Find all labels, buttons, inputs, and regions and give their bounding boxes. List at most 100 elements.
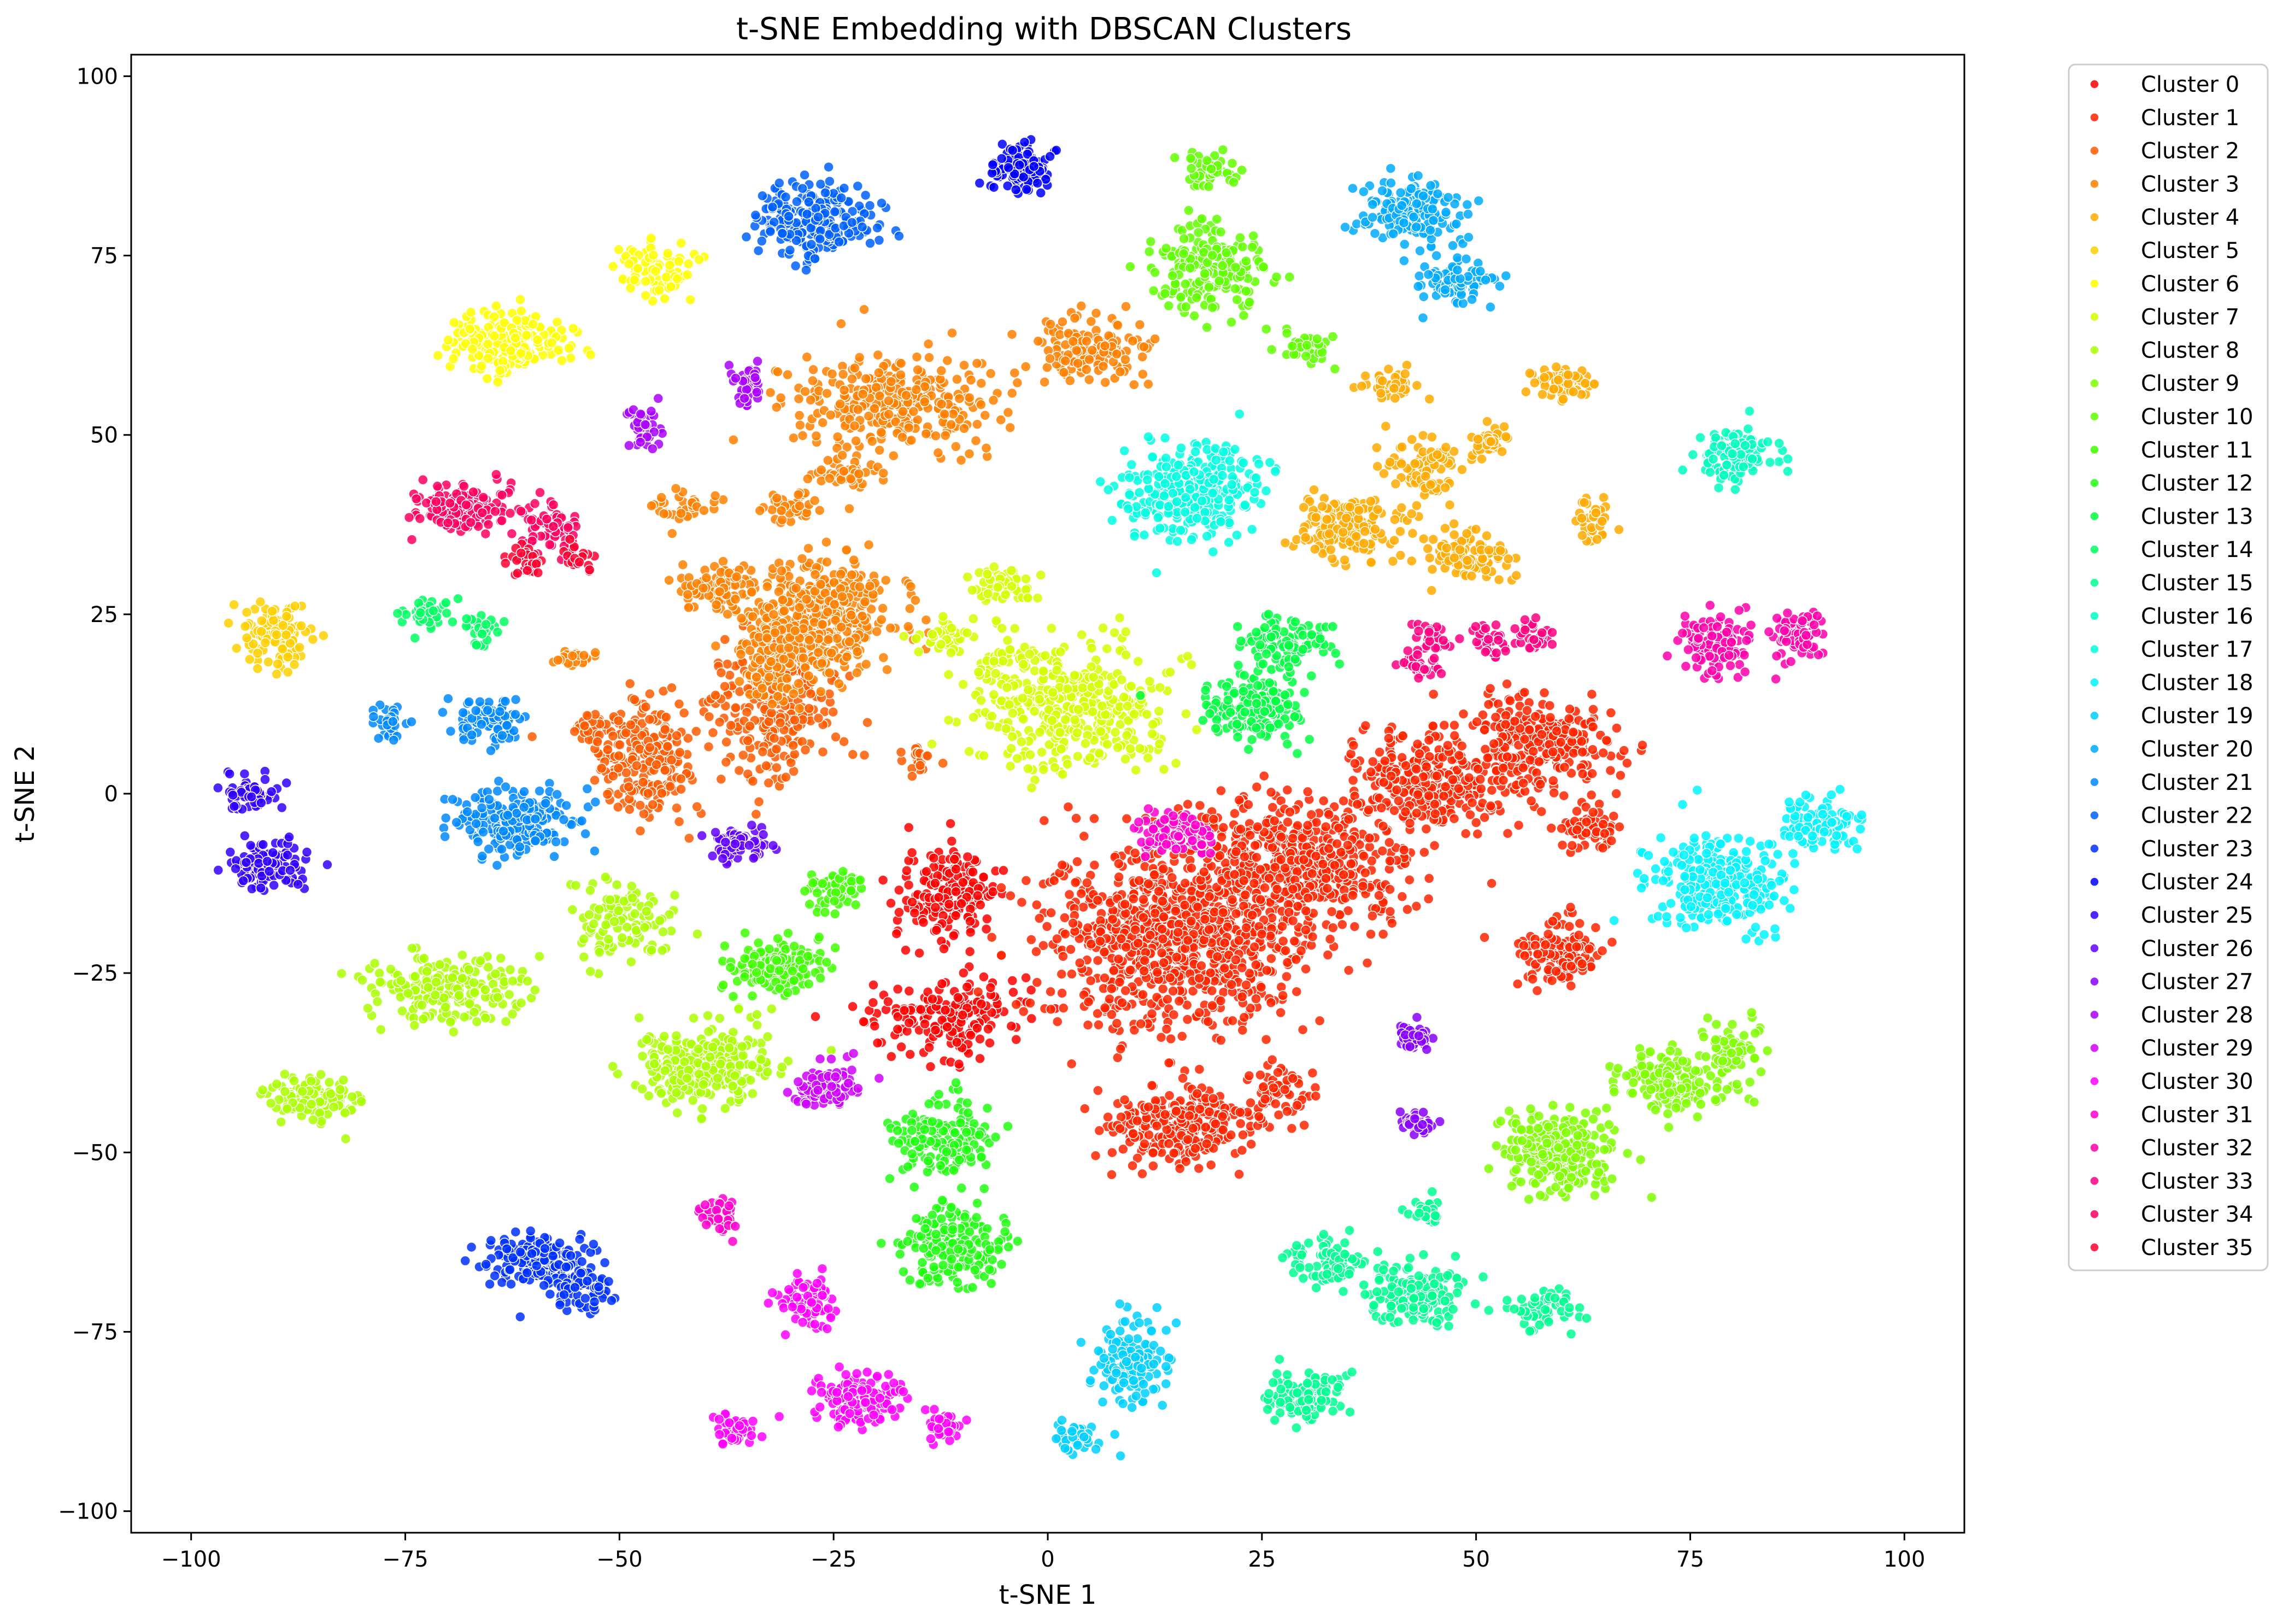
scatter-point [1547,775,1559,786]
scatter-point [1361,957,1373,969]
scatter-point [569,726,580,737]
scatter-point [1085,939,1097,949]
scatter-point [927,994,938,1005]
scatter-point [1559,761,1570,773]
scatter-point [1534,756,1545,767]
scatter-point [1205,1159,1217,1170]
scatter-point [1111,1018,1123,1029]
scatter-point [798,652,809,664]
scatter-point [877,875,889,886]
scatter-point [930,902,941,913]
scatter-point [1289,935,1300,947]
scatter-point [1564,703,1575,714]
scatter-point [1276,831,1287,842]
scatter-point [964,946,976,957]
scatter-point [1347,890,1358,901]
scatter-point [697,583,709,594]
scatter-point [1573,929,1584,941]
scatter-point [746,587,758,597]
scatter-point [677,559,689,571]
scatter-point [1011,1034,1022,1045]
scatter-point [1411,380,1423,391]
scatter-point [1161,1023,1172,1035]
scatter-point [720,757,732,768]
scatter-point [1065,944,1076,955]
scatter-point [958,968,969,978]
scatter-point [1498,763,1509,773]
scatter-point [631,760,642,771]
scatter-point [1565,980,1577,992]
scatter-point [1360,867,1371,878]
scatter-point [1085,975,1096,986]
scatter-point [1025,984,1037,995]
scatter-point [937,758,948,769]
scatter-point [1081,364,1092,375]
scatter-point [670,483,682,494]
scatter-point [903,880,914,890]
scatter-point [1412,789,1423,800]
scatter-point [1076,301,1087,312]
scatter-point [1290,954,1302,965]
scatter-point [730,594,741,605]
scatter-point [602,789,613,800]
scatter-point [1255,982,1267,993]
scatter-point [1400,806,1411,817]
scatter-point [1339,554,1350,566]
scatter-point [800,386,811,397]
scatter-point [777,514,788,525]
scatter-point [1166,872,1178,883]
scatter-point [596,763,607,774]
scatter-point [918,917,929,928]
scatter-point [1384,906,1396,917]
scatter-point [892,1024,903,1035]
scatter-point [1441,542,1452,554]
scatter-point [1230,846,1242,857]
scatter-point [1137,351,1148,362]
scatter-point [772,691,783,702]
scatter-point [1108,965,1119,976]
scatter-point [895,747,907,758]
scatter-point [1135,1018,1147,1029]
scatter-point [1532,948,1543,960]
scatter-point [860,659,872,670]
scatter-point [1137,368,1148,380]
scatter-point [1064,889,1075,900]
scatter-point [869,1021,881,1031]
scatter-point [943,899,955,910]
scatter-point [1546,823,1557,834]
scatter-point [788,688,799,699]
scatter-point [920,428,932,439]
scatter-point [1422,543,1434,554]
scatter-point [1364,841,1375,853]
scatter-point [1138,894,1149,905]
scatter-point [955,455,967,466]
scatter-point [810,1011,821,1022]
scatter-point [1251,993,1261,1005]
scatter-point [1458,708,1469,719]
scatter-point [1275,1007,1286,1018]
scatter-point [1588,704,1599,715]
scatter-point [747,611,758,622]
scatter-point [714,586,725,597]
scatter-point [1182,935,1194,946]
scatter-point [1005,422,1016,433]
scatter-point [1424,553,1435,564]
scatter-point [1317,501,1328,512]
scatter-point [1486,784,1498,796]
scatter-point [714,717,725,728]
scatter-point [909,907,920,918]
scatter-point [860,373,872,384]
scatter-point [1182,1134,1194,1145]
scatter-point [871,626,882,637]
scatter-point [1267,842,1278,853]
scatter-point [771,762,782,773]
scatter-point [1113,953,1124,965]
scatter-point [1057,316,1068,327]
scatter-point [1235,824,1246,835]
scatter-point [1005,890,1016,901]
scatter-point [1107,913,1118,925]
scatter-point [656,492,667,503]
scatter-point [979,410,990,421]
scatter-point [592,736,603,747]
scatter-point [1120,985,1131,996]
